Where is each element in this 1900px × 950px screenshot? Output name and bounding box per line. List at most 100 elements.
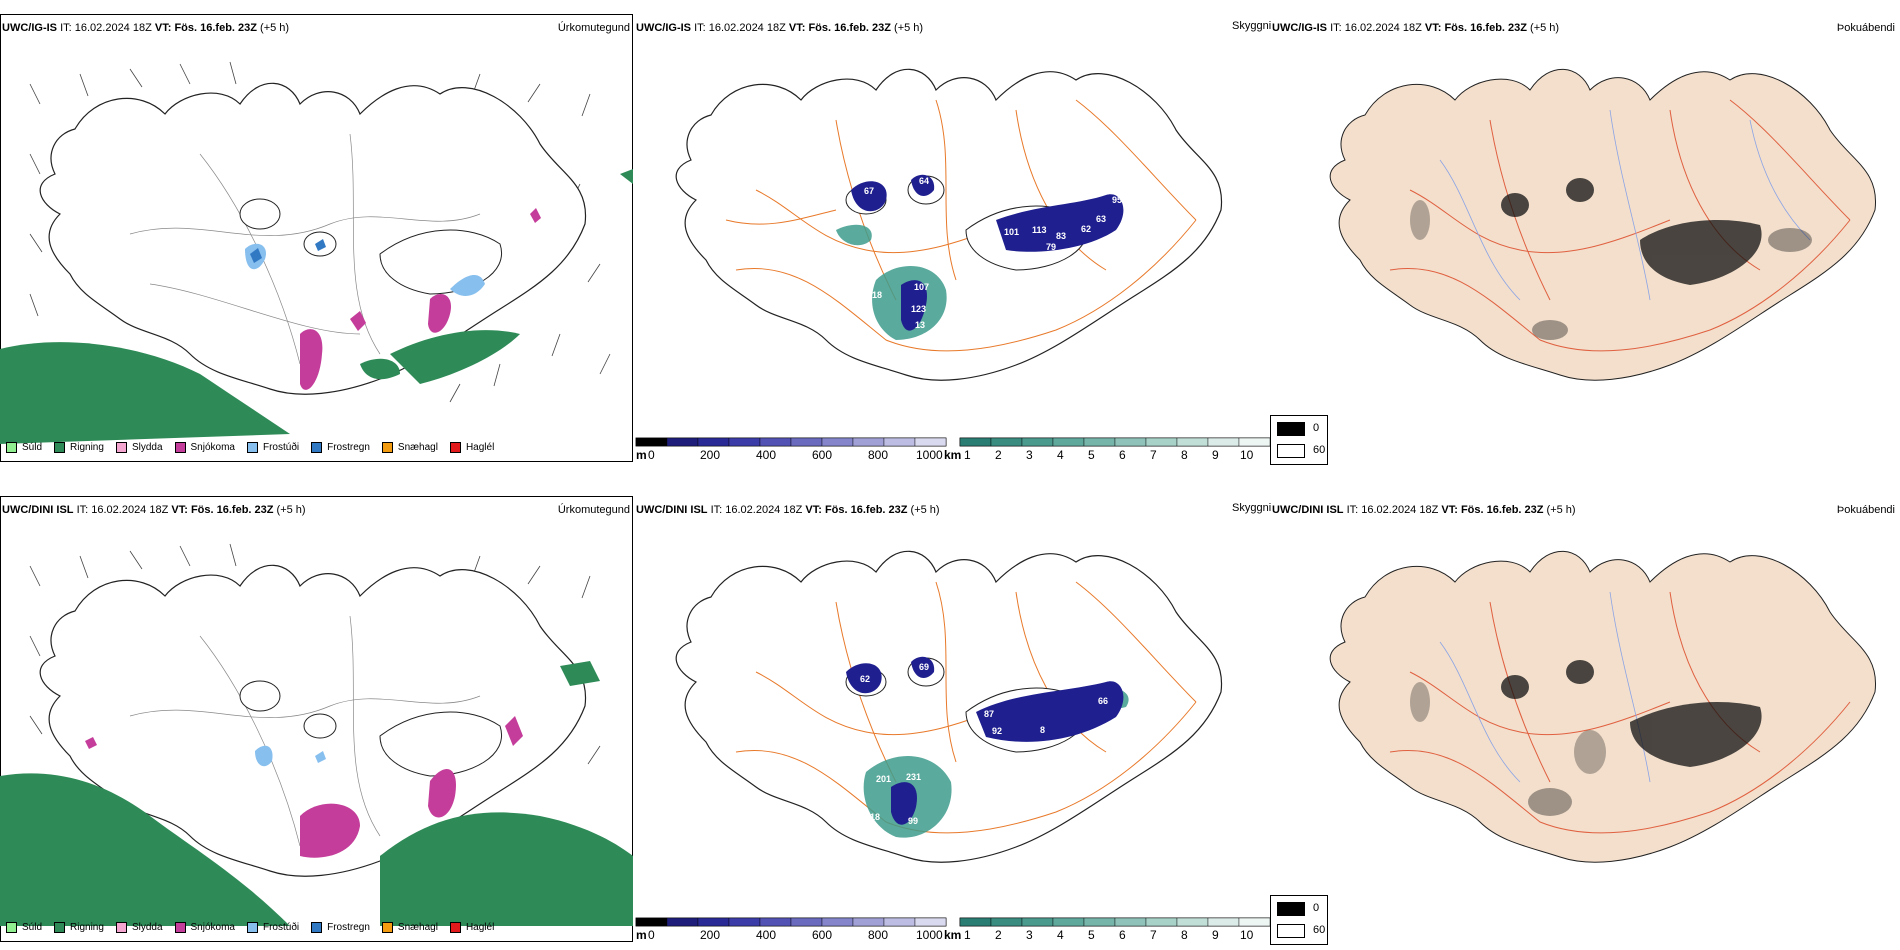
legend-item-sudd: Súld xyxy=(6,442,42,453)
freezing-rain-area xyxy=(250,239,326,263)
legend-item-haglel: Haglél xyxy=(449,442,494,453)
colorbar-segment xyxy=(635,437,668,447)
precip-title-2: Úrkomutegund xyxy=(557,504,630,516)
fog-title-2: Þokuábendi xyxy=(1836,504,1895,516)
ceiling-colorbar-1 xyxy=(635,437,947,447)
precip-legend-2: Súld Rigning Slydda Snjókoma Frostúði Fr… xyxy=(6,922,494,933)
ceiling-labels: 67 64 101 113 83 79 62 63 95 107 123 13 … xyxy=(864,176,1122,330)
fog-areas xyxy=(1410,178,1812,340)
iceland-coastline xyxy=(675,68,1223,381)
svg-text:8: 8 xyxy=(1040,725,1045,735)
iceland-land xyxy=(1329,68,1877,381)
fog-legend-2: 0 60 xyxy=(1270,895,1328,945)
colorbar-segment xyxy=(666,437,699,447)
svg-text:948: 948 xyxy=(898,736,913,746)
lead-time: (+5 h) xyxy=(260,22,290,34)
svg-text:87: 87 xyxy=(984,709,994,719)
colorbar-segment xyxy=(697,437,730,447)
svg-text:64: 64 xyxy=(919,176,929,186)
colorbar-segment xyxy=(883,917,916,927)
svg-text:92: 92 xyxy=(992,726,1002,736)
colorbar-segment xyxy=(1145,437,1178,447)
svg-text:79: 79 xyxy=(1046,242,1056,252)
precip-header-1: UWC/IG-IS IT: 16.02.2024 18Z VT: Fös. 16… xyxy=(2,22,289,34)
colorbar-segment xyxy=(1052,917,1085,927)
colorbar-segment xyxy=(666,917,699,927)
colorbar-segment xyxy=(1238,437,1271,447)
fog-swatch-low xyxy=(1277,422,1305,436)
legend-item-snjokoma: Snjókoma xyxy=(174,442,235,453)
svg-text:62: 62 xyxy=(1081,224,1091,234)
svg-text:18: 18 xyxy=(870,812,880,822)
colorbar-segment xyxy=(1145,917,1178,927)
colorbar-segment xyxy=(821,917,854,927)
colorbar-segment xyxy=(1238,917,1271,927)
vis-colorbar-2 xyxy=(959,917,1271,927)
colorbar-segment xyxy=(852,437,885,447)
svg-text:13: 13 xyxy=(915,320,925,330)
vt-label: VT: xyxy=(154,22,172,34)
fog-legend-1: 0 60 xyxy=(1270,415,1328,465)
rain-area xyxy=(0,169,633,444)
svg-text:95: 95 xyxy=(1112,195,1122,205)
vis-colorbar-1 xyxy=(959,437,1271,447)
colorbar-segment xyxy=(728,917,761,927)
precip-map-1 xyxy=(0,61,633,444)
colorbar-segment xyxy=(990,917,1023,927)
precip-header-2: UWC/DINI ISL IT: 16.02.2024 18Z VT: Fös.… xyxy=(2,504,306,516)
svg-text:66: 66 xyxy=(1098,696,1108,706)
vis-unit-1: km xyxy=(944,448,962,462)
colorbar-segment xyxy=(990,437,1023,447)
ceiling-vis-map-2: 62 69 87 92 8 66 948 201 231 99 18 xyxy=(675,550,1223,863)
vis-header-2: UWC/DINI ISL IT: 16.02.2024 18Z VT: Fös.… xyxy=(636,504,940,516)
vis-header-1: UWC/IG-IS IT: 16.02.2024 18Z VT: Fös. 16… xyxy=(636,22,924,34)
model-name: UWC/IG-IS xyxy=(636,22,691,34)
ceiling-vis-map-1: 67 64 101 113 83 79 62 63 95 107 123 13 … xyxy=(675,68,1223,381)
vt-value: Fös. 16.feb. 23Z xyxy=(174,22,257,34)
legend-item-snaehagl: Snæhagl xyxy=(381,442,438,453)
colorbar-segment xyxy=(759,437,792,447)
svg-text:201: 201 xyxy=(876,774,891,784)
svg-text:231: 231 xyxy=(906,772,921,782)
colorbar-segment xyxy=(959,437,992,447)
legend-item-rigning: Rigning xyxy=(54,442,104,453)
colorbar-segment xyxy=(914,437,947,447)
colorbar-segment xyxy=(1021,437,1054,447)
legend-item-frostudi: Frostúði xyxy=(246,442,299,453)
fog-swatch-high xyxy=(1277,444,1305,458)
colorbar-segment xyxy=(883,437,916,447)
low-ceiling-area xyxy=(851,174,1124,331)
colorbar-segment xyxy=(1083,917,1116,927)
vis-title-1: Skyggni xyxy=(1232,20,1272,32)
colorbar-segment xyxy=(1176,437,1209,447)
colorbar-segment xyxy=(1176,917,1209,927)
svg-text:18: 18 xyxy=(872,290,882,300)
colorbar-segment xyxy=(1207,917,1240,927)
colorbar-segment xyxy=(1114,437,1147,447)
svg-text:69: 69 xyxy=(919,662,929,672)
colorbar-segment xyxy=(759,917,792,927)
svg-text:83: 83 xyxy=(1056,231,1066,241)
colorbar-segment xyxy=(728,437,761,447)
colorbar-segment xyxy=(821,437,854,447)
colorbar-segment xyxy=(1052,437,1085,447)
fog-map-1 xyxy=(1329,68,1877,381)
svg-text:63: 63 xyxy=(1096,214,1106,224)
rivers xyxy=(1439,109,1811,301)
colorbar-segment xyxy=(852,917,885,927)
legend-item-slydda: Slydda xyxy=(115,442,163,453)
svg-text:123: 123 xyxy=(911,304,926,314)
fog-header-2: UWC/DINI ISL IT: 16.02.2024 18Z VT: Fös.… xyxy=(1272,504,1576,516)
colorbar-segment xyxy=(790,437,823,447)
it-label: IT: xyxy=(60,22,72,34)
svg-text:107: 107 xyxy=(914,282,929,292)
svg-text:113: 113 xyxy=(1032,225,1047,235)
svg-text:99: 99 xyxy=(908,816,918,826)
fog-map-2 xyxy=(1329,550,1877,863)
legend-item-frostregn: Frostregn xyxy=(311,442,370,453)
colorbar-segment xyxy=(790,917,823,927)
colorbar-segment xyxy=(914,917,947,927)
svg-text:67: 67 xyxy=(864,186,874,196)
fog-title-1: Þokuábendi xyxy=(1836,22,1895,34)
precip-title-1: Úrkomutegund xyxy=(557,22,630,34)
